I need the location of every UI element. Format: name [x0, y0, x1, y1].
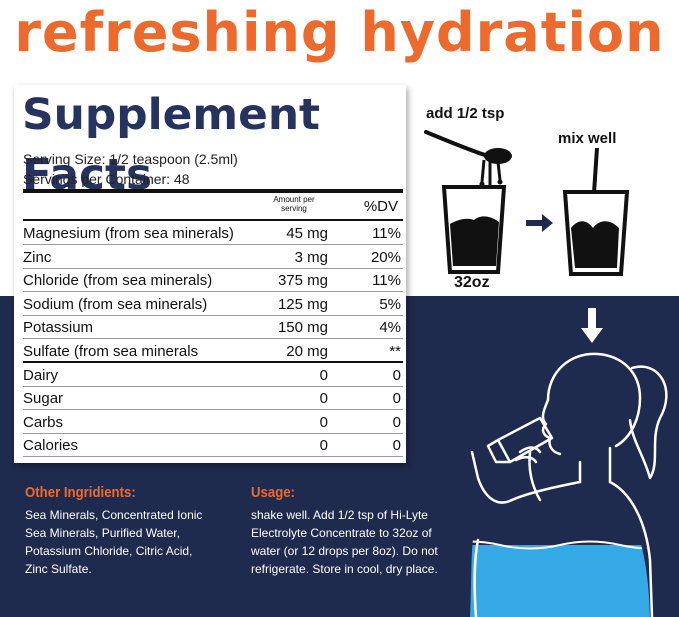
- column-rule: [23, 219, 403, 221]
- nutrient-amount: 0: [319, 390, 328, 408]
- nutrient-row: Potassium 150 mg 4%: [23, 316, 403, 340]
- nutrient-row: Dairy 0 0: [23, 364, 403, 387]
- nutrient-name: Sugar: [23, 390, 64, 408]
- nutrient-row: Calories 0 0: [23, 434, 403, 458]
- nutrient-row: Carbs 0 0: [23, 411, 403, 434]
- nutrient-name: Chloride (from sea minerals): [23, 272, 213, 290]
- nutrient-row: Sodium (from sea minerals) 125 mg 5%: [23, 293, 403, 316]
- nutrient-dv: 0: [392, 390, 401, 408]
- amount-header: Amount per serving: [273, 195, 315, 213]
- nutrient-name: Zinc: [23, 248, 52, 266]
- nutrient-name: Carbs: [23, 413, 64, 431]
- other-ingredients-heading: Other Ingridients:: [25, 484, 136, 501]
- nutrient-dv: 4%: [379, 319, 401, 337]
- nutrient-name: Calories: [23, 437, 79, 455]
- supplement-facts-panel: Supplement Facts Serving Size: 1/2 teasp…: [14, 85, 406, 463]
- nutrient-amount: 0: [319, 437, 328, 455]
- spoon-pouring-icon: [424, 130, 512, 193]
- servings-per-container: Servings per Container: 48: [23, 171, 190, 187]
- nutrient-amount: 0: [319, 366, 328, 384]
- row-divider: [23, 456, 403, 458]
- nutrient-name: Potassium: [23, 319, 94, 337]
- nutrient-dv: 11%: [372, 225, 401, 242]
- nutrient-name: Magnesium (from sea minerals): [23, 225, 234, 242]
- nutrient-amount: 20 mg: [286, 343, 328, 360]
- step1-label: add 1/2 tsp: [426, 105, 505, 122]
- row-divider: [23, 314, 403, 316]
- nutrient-name: Dairy: [23, 366, 59, 384]
- glass-size-label: 32oz: [454, 274, 490, 291]
- nutrient-amount: 150 mg: [277, 319, 328, 337]
- nutrient-row: Sugar 0 0: [23, 387, 403, 411]
- nutrient-dv: **: [389, 343, 401, 360]
- serving-size: Serving Size: 1/2 teaspoon (2.5ml): [23, 151, 238, 167]
- row-divider: [23, 432, 403, 434]
- nutrient-amount: 45 mg: [286, 225, 328, 242]
- other-ingredients-text: Sea Minerals, Concentrated Ionic Sea Min…: [25, 508, 203, 576]
- dv-header: %DV: [363, 198, 398, 215]
- nutrient-row: Zinc 3 mg 20%: [23, 246, 403, 269]
- nutrient-name: Sodium (from sea minerals): [23, 295, 208, 313]
- row-divider: [23, 291, 403, 293]
- arrow-down-icon: [581, 308, 603, 343]
- nutrient-dv: 0: [392, 437, 401, 455]
- arrow-right-icon: [526, 214, 553, 232]
- nutrient-row: Chloride (from sea minerals) 375 mg 11%: [23, 269, 403, 293]
- usage-text: shake well. Add 1/2 tsp of Hi-Lyte Elect…: [251, 508, 438, 576]
- nutrient-row: Magnesium (from sea minerals) 45 mg 11%: [23, 222, 403, 245]
- nutrient-amount: 125 mg: [277, 295, 328, 313]
- nutrient-row: Sulfate (from sea minerals 20 mg **: [23, 340, 403, 363]
- header-rule: [23, 189, 403, 193]
- nutrient-name: Sulfate (from sea minerals: [23, 343, 199, 360]
- row-divider: [23, 267, 403, 269]
- nutrient-amount: 0: [319, 413, 328, 431]
- row-divider: [23, 385, 403, 387]
- row-divider: [23, 409, 403, 411]
- nutrient-amount: 3 mg: [294, 248, 328, 266]
- nutrient-dv: 0: [392, 413, 401, 431]
- step2-label: mix well: [558, 130, 617, 147]
- stirring-glass-icon: [562, 148, 630, 276]
- row-divider: [23, 338, 403, 340]
- nutrient-dv: 5%: [379, 295, 401, 313]
- nutrient-dv: 20%: [370, 248, 401, 266]
- usage-heading: Usage:: [251, 484, 296, 501]
- nutrient-amount: 375 mg: [277, 272, 328, 290]
- facts-title: Supplement Facts: [22, 90, 321, 200]
- row-divider: [23, 244, 403, 245]
- nutrient-dv: 11%: [372, 272, 401, 290]
- nutrient-dv: 0: [392, 366, 401, 384]
- glass-icon: [441, 185, 507, 274]
- headline: refreshing hydration: [14, 1, 665, 64]
- row-divider: [23, 361, 403, 363]
